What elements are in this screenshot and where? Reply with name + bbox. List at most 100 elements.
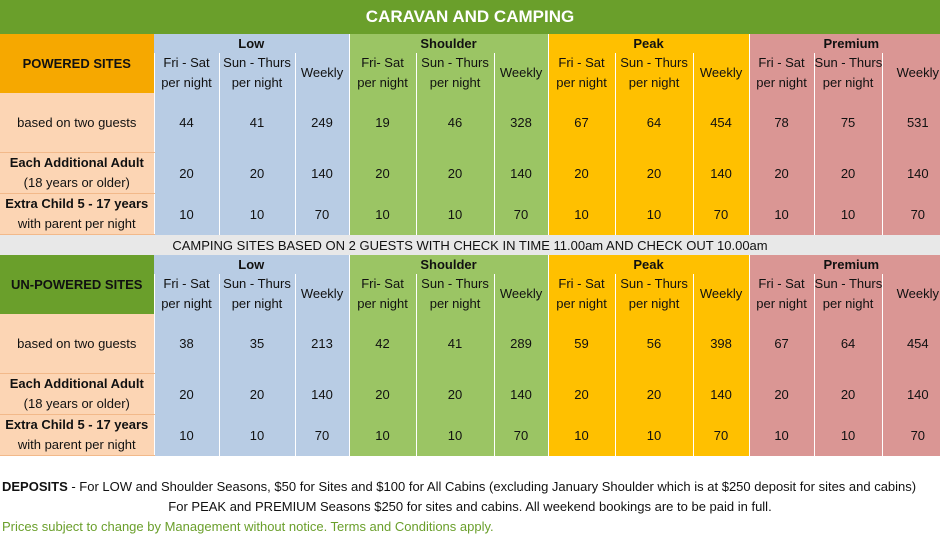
col-weekly: Weekly [692, 274, 750, 314]
rate-cell: 70 [881, 414, 940, 456]
rate-cell: 10 [348, 193, 417, 235]
rate-cell: 10 [547, 193, 616, 235]
rate-cell: 75 [813, 93, 883, 153]
rate-cell: 20 [218, 373, 295, 415]
rate-cell: 10 [748, 414, 815, 456]
rate-cell: 20 [748, 152, 815, 194]
col-sun-thurs: Sun - Thurs per night [415, 274, 495, 314]
rate-cell: 20 [813, 152, 883, 194]
rate-cell: 20 [748, 373, 815, 415]
rate-cell: 70 [294, 193, 350, 235]
col-fri-sat: Fri - Sat per night [547, 53, 616, 93]
season-header-premium: Premium [748, 34, 940, 53]
rate-cell: 56 [614, 314, 694, 374]
rate-cell: 70 [493, 193, 549, 235]
col-weekly: Weekly [493, 274, 549, 314]
rate-cell: 20 [218, 152, 295, 194]
rate-cell: 10 [813, 193, 883, 235]
powered-rates-table: POWERED SITES Low Shoulder Peak Premium Fri -… [0, 34, 940, 235]
rate-cell: 10 [153, 414, 219, 456]
rate-cell: 531 [881, 93, 940, 153]
rate-cell: 20 [153, 152, 219, 194]
table-row: based on two guests 44 41 249 19 46 328 67 64 454… [0, 93, 940, 153]
col-fri-sat: Fri - Sat per night [153, 53, 219, 93]
rate-cell: 10 [748, 193, 815, 235]
table-row: Extra Child 5 - 17 years with parent per … [0, 193, 940, 235]
rate-cell: 328 [493, 93, 549, 153]
rate-cell: 454 [881, 314, 940, 374]
rate-cell: 41 [415, 314, 495, 374]
col-weekly: Weekly [692, 53, 750, 93]
rate-cell: 10 [218, 414, 295, 456]
rate-cell: 398 [692, 314, 750, 374]
row-label: Each Additional Adult (18 years or older) [0, 373, 154, 415]
rate-cell: 19 [348, 93, 417, 153]
row-label: Extra Child 5 - 17 years with parent per … [0, 414, 154, 456]
unpowered-rates-table: UN-POWERED SITES Low Shoulder Peak Premium Fr… [0, 255, 940, 456]
rate-cell: 20 [348, 373, 417, 415]
rate-cell: 10 [547, 414, 616, 456]
rate-cell: 67 [748, 314, 815, 374]
deposits-peak-line: For PEAK and PREMIUM Seasons $250 for si… [168, 499, 772, 514]
row-label: Extra Child 5 - 17 years with parent per … [0, 193, 154, 235]
col-fri-sat: Fri - Sat per night [748, 274, 815, 314]
rate-cell: 70 [493, 414, 549, 456]
rate-cell: 140 [294, 373, 350, 415]
col-sun-thurs: Sun - Thurs per night [614, 274, 694, 314]
col-fri-sat: Fri- Sat per night [348, 53, 417, 93]
rate-cell: 35 [218, 314, 295, 374]
season-header-low: Low [154, 34, 350, 53]
deposits-label: DEPOSITS [2, 479, 68, 494]
table-row: based on two guests 38 35 213 42 41 289 59 56 398… [0, 314, 940, 374]
rate-cell: 59 [547, 314, 616, 374]
col-fri-sat: Fri - Sat per night [547, 274, 616, 314]
rate-cell: 20 [547, 373, 616, 415]
col-sun-thurs: Sun - Thurs per night [813, 274, 883, 314]
col-weekly: Weekly [294, 53, 350, 93]
season-header-premium: Premium [748, 255, 940, 274]
rate-cell: 140 [881, 152, 940, 194]
rate-cell: 10 [415, 193, 495, 235]
rate-cell: 46 [415, 93, 495, 153]
table-row: Each Additional Adult (18 years or older)… [0, 373, 940, 415]
unpowered-heading: UN-POWERED SITES [0, 255, 154, 314]
rate-cell: 20 [614, 373, 694, 415]
deposits-text: - For LOW and Shoulder Seasons, $50 for … [67, 479, 917, 494]
rate-cell: 70 [294, 414, 350, 456]
row-label: Each Additional Adult (18 years or older) [0, 152, 154, 194]
rate-cell: 42 [348, 314, 417, 374]
col-weekly: Weekly [881, 53, 940, 93]
powered-heading: POWERED SITES [0, 34, 154, 93]
rate-cell: 20 [415, 152, 495, 194]
row-label: based on two guests [0, 314, 154, 374]
rate-cell: 10 [813, 414, 883, 456]
rate-cell: 70 [692, 414, 750, 456]
col-sun-thurs: Sun - Thurs per night [218, 53, 295, 93]
rate-cell: 213 [294, 314, 350, 374]
rate-cell: 20 [813, 373, 883, 415]
row-label: based on two guests [0, 93, 154, 153]
rate-cell: 20 [614, 152, 694, 194]
season-header-shoulder: Shoulder [348, 34, 549, 53]
col-fri-sat: Fri - Sat per night [748, 53, 815, 93]
checkin-note: CAMPING SITES BASED ON 2 GUESTS WITH CHE… [0, 235, 940, 255]
rate-cell: 20 [153, 373, 219, 415]
rate-cell: 70 [692, 193, 750, 235]
rate-cell: 41 [218, 93, 295, 153]
rate-cell: 64 [813, 314, 883, 374]
col-weekly: Weekly [294, 274, 350, 314]
col-weekly: Weekly [881, 274, 940, 314]
rate-cell: 78 [748, 93, 815, 153]
col-sun-thurs: Sun - Thurs per night [218, 274, 295, 314]
note-bar: CAMPING SITES BASED ON 2 GUESTS WITH CHE… [0, 235, 940, 255]
rate-cell: 38 [153, 314, 219, 374]
rate-cell: 10 [153, 193, 219, 235]
rate-cell: 140 [692, 152, 750, 194]
col-sun-thurs: Sun - Thurs per night [614, 53, 694, 93]
col-fri-sat: Fri- Sat per night [348, 274, 417, 314]
rate-cell: 140 [493, 373, 549, 415]
rate-cell: 140 [294, 152, 350, 194]
season-header-shoulder: Shoulder [348, 255, 549, 274]
rate-cell: 454 [692, 93, 750, 153]
rate-cell: 249 [294, 93, 350, 153]
